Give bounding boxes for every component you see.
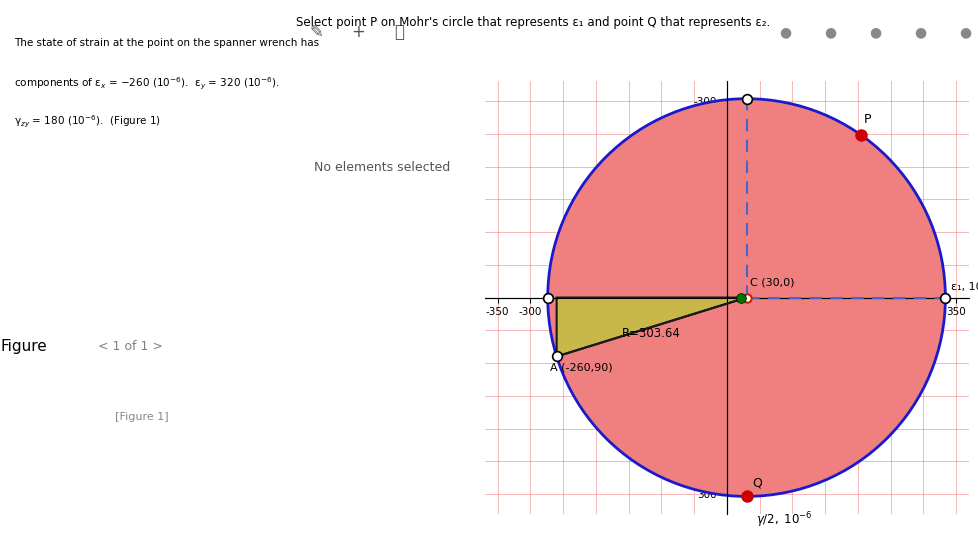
Text: γ$_{zy}$ = 180 (10$^{-6}$).  (Figure 1): γ$_{zy}$ = 180 (10$^{-6}$). (Figure 1) <box>15 114 161 130</box>
Text: ●: ● <box>868 25 880 39</box>
Text: components of ε$_x$ = −260 (10$^{-6}$).  ε$_y$ = 320 (10$^{-6}$).: components of ε$_x$ = −260 (10$^{-6}$). … <box>15 76 280 92</box>
Text: ●: ● <box>823 25 836 39</box>
Text: ●: ● <box>958 25 970 39</box>
Text: Select point P on Mohr's circle that represents ε₁ and point Q that represents ε: Select point P on Mohr's circle that rep… <box>295 16 769 29</box>
Text: C (30,0): C (30,0) <box>750 278 794 288</box>
Text: No elements selected: No elements selected <box>313 161 450 174</box>
Text: A (-260,90): A (-260,90) <box>550 363 612 373</box>
Text: P: P <box>863 113 870 126</box>
Text: Figure: Figure <box>0 339 47 354</box>
Polygon shape <box>556 298 746 357</box>
Text: $\gamma/2,\ 10^{-6}$: $\gamma/2,\ 10^{-6}$ <box>756 510 812 530</box>
Text: [Figure 1]: [Figure 1] <box>115 412 168 421</box>
Text: 🗑: 🗑 <box>394 23 404 42</box>
Text: ●: ● <box>913 25 925 39</box>
Text: ✎: ✎ <box>309 23 323 42</box>
Text: Q: Q <box>751 477 761 490</box>
Text: +: + <box>350 23 365 42</box>
Text: R=303.64: R=303.64 <box>622 327 681 340</box>
Circle shape <box>547 98 945 497</box>
Text: ●: ● <box>778 25 791 39</box>
Text: ε₁, 10⁻⁶: ε₁, 10⁻⁶ <box>950 282 978 292</box>
Text: < 1 of 1 >: < 1 of 1 > <box>98 340 162 353</box>
Text: The state of strain at the point on the spanner wrench has: The state of strain at the point on the … <box>15 38 319 48</box>
